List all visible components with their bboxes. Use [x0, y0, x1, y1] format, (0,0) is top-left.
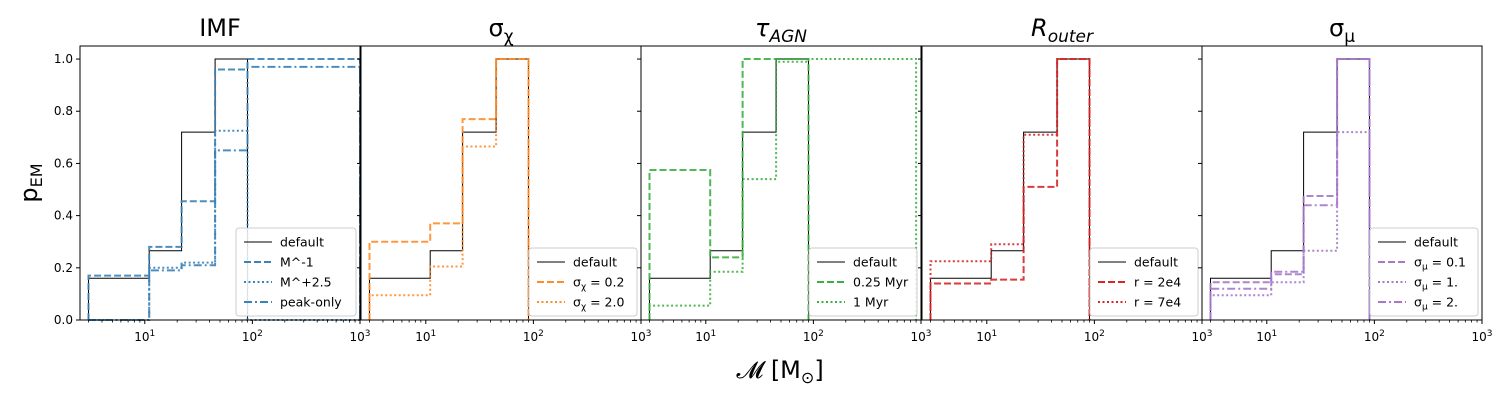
- panel-title: σμ: [1329, 14, 1355, 47]
- panel-title: τAGN: [755, 14, 807, 47]
- legend-label: σμ = 1.: [1414, 275, 1458, 293]
- series-line-3: [1209, 131, 1371, 320]
- y-tick-label: 0.4: [54, 209, 73, 223]
- panel-1: IMF 101 102 103 0.0 0.2 0.4 0.6 0.8 1.0 default M^-…: [54, 14, 371, 344]
- legend-label: peak-only: [280, 295, 342, 310]
- series-line-4: [1209, 58, 1371, 320]
- y-tick-label: 0.0: [54, 313, 73, 327]
- panels: IMF 101 102 103 0.0 0.2 0.4 0.6 0.8 1.0 default M^-…: [54, 14, 1493, 344]
- x-tick-label: 101: [695, 329, 716, 344]
- x-tick-label: 101: [1256, 329, 1277, 344]
- series-line-1: [369, 58, 529, 320]
- legend: default σμ = 0.1 σμ = 1. σμ = 2.: [1369, 227, 1479, 317]
- legend-box: [1369, 227, 1479, 317]
- x-tick-label: 102: [803, 329, 824, 344]
- x-tick-label: 102: [523, 329, 544, 344]
- panel-title: Router: [1031, 14, 1094, 47]
- y-tick-label: 1.0: [54, 52, 73, 66]
- x-axis-label: 𝓜 [M⊙]: [736, 356, 823, 387]
- legend: default 0.25 Myr 1 Myr: [808, 247, 918, 317]
- x-tick-label: 101: [415, 329, 436, 344]
- x-tick-label: 101: [976, 329, 997, 344]
- series-line-2: [1209, 58, 1371, 320]
- series-line-1: [649, 58, 809, 320]
- legend-label: σμ = 2.: [1414, 295, 1458, 313]
- series-line-2: [929, 58, 1091, 320]
- series-line-1: [930, 58, 1090, 320]
- legend-label: 1 Myr: [853, 295, 889, 310]
- x-tick-label: 102: [1084, 329, 1105, 344]
- x-tick-label: 103: [1471, 329, 1492, 344]
- legend-box: [235, 227, 357, 317]
- legend-label: M^+2.5: [280, 275, 332, 290]
- legend: default σχ = 0.2 σχ = 2.0: [528, 247, 638, 317]
- legend-label: default: [1134, 255, 1178, 270]
- x-tick-label: 103: [630, 329, 651, 344]
- series-line-3: [368, 58, 530, 320]
- panel-5: σμ 101 102 103 default σμ = 0.1 σμ = 1. σμ = 2.: [1198, 14, 1493, 344]
- legend-label: default: [1414, 235, 1458, 250]
- y-tick-label: 0.8: [54, 104, 73, 118]
- x-tick-label: 101: [134, 329, 155, 344]
- panel-2: σχ 101 102 103 default σχ = 0.2 σχ = 2.0: [357, 14, 652, 344]
- legend-label: σμ = 0.1: [1414, 255, 1466, 273]
- legend-label: σχ = 2.0: [573, 295, 624, 313]
- legend-box: [808, 247, 918, 317]
- y-axis-label: pEM: [15, 163, 46, 202]
- series-line-2: [87, 58, 361, 320]
- panel-title: IMF: [199, 14, 241, 42]
- x-tick-label: 102: [1364, 329, 1385, 344]
- legend-label: M^-1: [280, 255, 314, 270]
- legend-label: r = 2e4: [1134, 275, 1181, 290]
- x-tick-label: 103: [349, 329, 370, 344]
- legend-label: default: [573, 255, 617, 270]
- x-tick-label: 103: [910, 329, 931, 344]
- legend-label: σχ = 0.2: [573, 275, 624, 293]
- legend-box: [528, 247, 638, 317]
- panel-3: τAGN 101 102 103 default 0.25 Myr 1 Myr: [637, 14, 932, 344]
- panel-title: σχ: [488, 14, 513, 47]
- legend: default M^-1 M^+2.5 peak-only: [235, 227, 357, 317]
- legend: default r = 2e4 r = 7e4: [1089, 247, 1199, 317]
- series-line-4: [88, 65, 361, 321]
- legend-label: 0.25 Myr: [853, 275, 909, 290]
- series-line-3: [648, 58, 918, 320]
- series-line-2: [648, 58, 810, 320]
- panel-4: Router 101 102 103 default r = 2e4 r = 7e4: [918, 14, 1213, 344]
- legend-label: r = 7e4: [1134, 295, 1181, 310]
- legend-label: default: [280, 235, 324, 250]
- legend-label: default: [853, 255, 897, 270]
- x-tick-label: 102: [242, 329, 263, 344]
- series-line-1: [1210, 58, 1370, 320]
- series-line-3: [929, 58, 1091, 320]
- y-tick-label: 0.2: [54, 261, 73, 275]
- x-tick-label: 103: [1191, 329, 1212, 344]
- series-line-2: [368, 58, 530, 320]
- y-tick-label: 0.6: [54, 156, 73, 170]
- legend-box: [1089, 247, 1199, 317]
